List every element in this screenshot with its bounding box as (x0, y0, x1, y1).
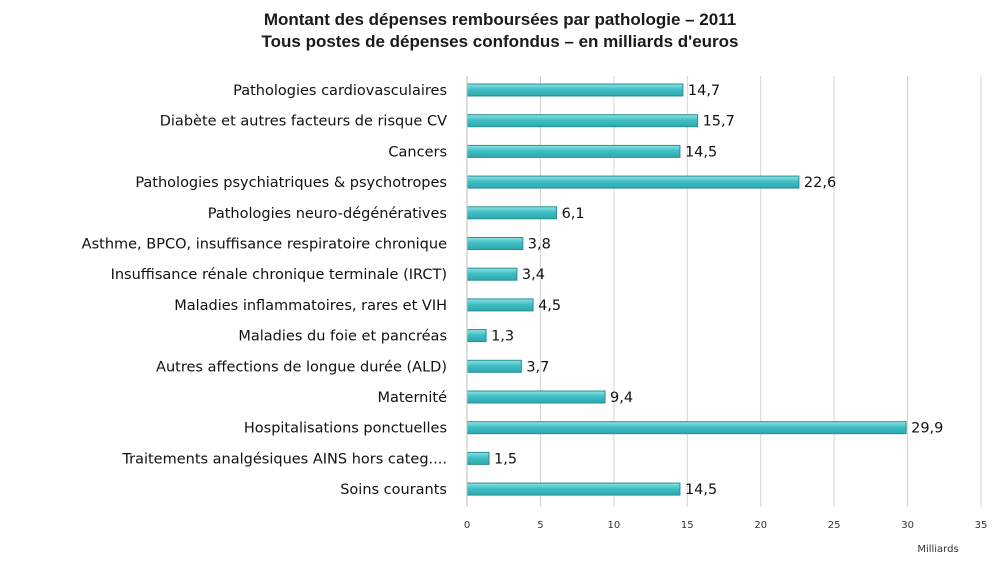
x-axis: 0 5 10 15 20 25 30 35 Milliards (464, 76, 988, 555)
value-label: 4,5 (538, 298, 561, 314)
bar (466, 329, 487, 343)
category-label: Diabète et autres facteurs de risque CV (160, 114, 447, 130)
value-label: 1,3 (491, 329, 514, 345)
category-label: Asthme, BPCO, insuffisance respiratoire … (82, 237, 447, 253)
value-label: 22,6 (804, 175, 836, 191)
x-tick-label: 35 (975, 520, 988, 531)
category-label: Hospitalisations ponctuelles (244, 421, 447, 437)
value-label: 9,4 (610, 390, 633, 406)
chart-title: Montant des dépenses remboursées par pat… (263, 10, 737, 29)
value-label: 14,5 (685, 482, 717, 498)
category-label: Cancers (388, 144, 447, 160)
bars (466, 83, 907, 496)
bar (466, 359, 522, 373)
bar (466, 390, 606, 404)
category-label: Soins courants (340, 482, 447, 498)
bar (466, 482, 681, 496)
value-label: 3,7 (526, 359, 549, 375)
value-label: 29,9 (911, 421, 943, 437)
x-tick-label: 10 (607, 520, 620, 531)
category-labels: Pathologies cardiovasculaires Diabète et … (82, 83, 447, 498)
category-label: Traitements analgésiques AINS hors categ… (121, 451, 447, 467)
value-label: 15,7 (703, 114, 735, 130)
x-tick-label: 25 (828, 520, 841, 531)
bar (466, 421, 907, 435)
chart-subtitle: Tous postes de dépenses confondus – en m… (261, 32, 739, 51)
category-label: Autres affections de longue durée (ALD) (156, 359, 447, 375)
value-label: 14,7 (688, 83, 720, 99)
bar (466, 206, 558, 220)
x-tick-label: 15 (681, 520, 694, 531)
bar (466, 237, 524, 250)
bar (466, 451, 490, 465)
value-label: 1,5 (494, 451, 517, 467)
category-label: Pathologies psychiatriques & psychotrope… (135, 175, 447, 191)
x-tick-label: 5 (537, 520, 543, 531)
category-label: Pathologies cardiovasculaires (233, 83, 447, 99)
x-tick-label: 20 (754, 520, 767, 531)
x-tick-label: 30 (901, 520, 914, 531)
x-axis-unit-label: Milliards (917, 544, 958, 555)
value-label: 6,1 (562, 206, 585, 222)
bar (466, 267, 518, 281)
bar (466, 114, 699, 128)
category-label: Maternité (377, 390, 447, 406)
category-label: Maladies inflammatoires, rares et VIH (174, 298, 447, 314)
value-label: 3,4 (522, 267, 545, 283)
bar (466, 83, 684, 97)
value-labels: 14,7 15,7 14,5 22,6 6,1 3,8 3,4 4,5 1,3 3,7 9,4 29,… (491, 83, 943, 498)
value-label: 3,8 (528, 237, 551, 253)
gridlines (539, 76, 982, 507)
value-label: 14,5 (685, 144, 717, 160)
bar (466, 175, 800, 189)
bar (466, 144, 681, 158)
category-label: Maladies du foie et pancréas (238, 329, 447, 345)
x-tick-label: 0 (464, 520, 470, 531)
category-label: Pathologies neuro-dégénératives (208, 206, 447, 222)
category-label: Insuffisance rénale chronique terminale … (111, 267, 447, 283)
bar (466, 298, 534, 312)
